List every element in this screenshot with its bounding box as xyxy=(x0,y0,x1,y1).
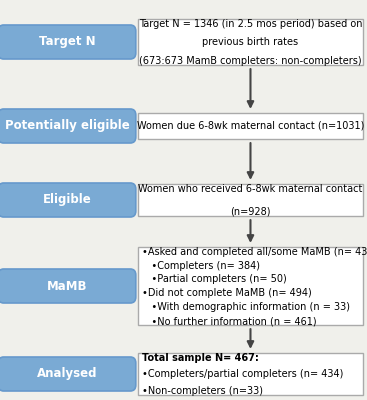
FancyBboxPatch shape xyxy=(0,109,136,143)
Bar xyxy=(138,353,363,395)
Text: •With demographic information (n = 33): •With demographic information (n = 33) xyxy=(142,302,350,312)
FancyBboxPatch shape xyxy=(0,269,136,303)
FancyBboxPatch shape xyxy=(0,25,136,59)
Text: •Partial completers (n= 50): •Partial completers (n= 50) xyxy=(142,274,287,284)
Text: •Completers/partial completers (n= 434): •Completers/partial completers (n= 434) xyxy=(142,370,344,379)
Text: Eligible: Eligible xyxy=(43,194,91,206)
Bar xyxy=(138,113,363,139)
Text: Target N = 1346 (in 2.5 mos period) based on: Target N = 1346 (in 2.5 mos period) base… xyxy=(139,19,362,29)
Text: (n=928): (n=928) xyxy=(230,207,271,217)
Text: •Asked and completed all/some MaMB (n= 434): •Asked and completed all/some MaMB (n= 4… xyxy=(142,247,367,257)
Text: Women who received 6-8wk maternal contact: Women who received 6-8wk maternal contac… xyxy=(138,184,363,194)
Text: Women due 6-8wk maternal contact (n=1031): Women due 6-8wk maternal contact (n=1031… xyxy=(137,121,364,131)
Text: MaMB: MaMB xyxy=(47,280,87,292)
FancyBboxPatch shape xyxy=(0,357,136,391)
Text: Total sample N= 467:: Total sample N= 467: xyxy=(142,353,259,363)
Text: (673:673 MamB completers: non-completers): (673:673 MamB completers: non-completers… xyxy=(139,56,362,66)
Bar xyxy=(138,19,363,65)
Text: •Completers (n= 384): •Completers (n= 384) xyxy=(142,261,260,271)
Text: •Did not complete MaMB (n= 494): •Did not complete MaMB (n= 494) xyxy=(142,288,312,298)
Bar xyxy=(138,184,363,216)
Text: •Non-completers (n=33): •Non-completers (n=33) xyxy=(142,386,263,396)
Bar xyxy=(138,247,363,325)
Text: Potentially eligible: Potentially eligible xyxy=(5,120,129,132)
Text: •No further information (n = 461): •No further information (n = 461) xyxy=(142,316,317,326)
Text: previous birth rates: previous birth rates xyxy=(203,37,298,47)
FancyBboxPatch shape xyxy=(0,183,136,217)
Text: Target N: Target N xyxy=(39,36,95,48)
Text: Analysed: Analysed xyxy=(37,368,97,380)
